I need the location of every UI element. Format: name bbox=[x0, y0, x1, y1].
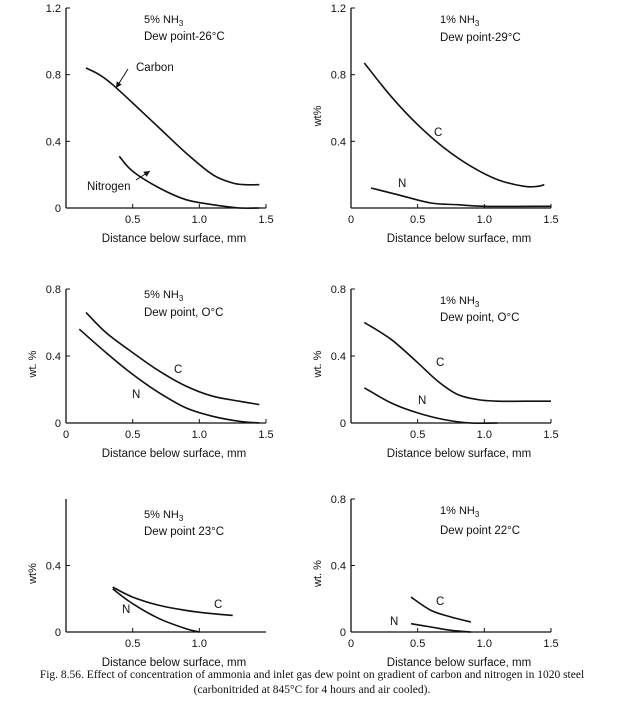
series-line-c bbox=[363, 321, 551, 403]
series-line-c bbox=[363, 62, 545, 188]
series-label: C bbox=[436, 596, 444, 608]
y-axis-label: wt. % bbox=[312, 350, 324, 378]
y-tick-label: 0.4 bbox=[46, 351, 61, 363]
series-line-n bbox=[112, 588, 200, 633]
y-tick-label: 0 bbox=[340, 418, 346, 430]
series-label: C bbox=[214, 599, 222, 611]
series-line-n bbox=[78, 328, 260, 424]
chart-subtitle: Dew point-26°C bbox=[144, 31, 225, 43]
chart-title: 1% NH3 bbox=[440, 14, 480, 28]
x-tick-label: 1.0 bbox=[192, 214, 207, 226]
x-tick-label: 1.0 bbox=[477, 214, 492, 226]
y-tick-label: 1.2 bbox=[46, 3, 61, 15]
chart-title: 1% NH3 bbox=[440, 295, 480, 309]
series-label: N bbox=[122, 604, 130, 616]
series-line-nitrogen bbox=[118, 155, 260, 210]
y-axis-label: wt% bbox=[27, 563, 39, 585]
chart-subtitle: Dew point-29°C bbox=[440, 32, 521, 44]
x-tick-label: 0 bbox=[63, 429, 69, 441]
x-tick-label: 1.0 bbox=[192, 429, 207, 441]
series-label: N bbox=[132, 389, 140, 401]
x-tick-label: 1.5 bbox=[543, 429, 558, 441]
panel-1: 0.5 1.0 1.5 0 0.4 0.8 1.2 Distance below surfac… bbox=[46, 3, 274, 245]
y-tick-label: 0.8 bbox=[46, 284, 61, 296]
x-tick-label: 0.5 bbox=[125, 429, 140, 441]
series-line-c bbox=[410, 596, 472, 623]
series-line-n bbox=[370, 187, 552, 208]
chart-subtitle: Dew point, O°C bbox=[144, 307, 223, 319]
caption-line-2: (carbonitrided at 845°C for 4 hours and … bbox=[193, 684, 431, 696]
x-tick-label: 1.0 bbox=[477, 429, 492, 441]
x-tick-label: 1.0 bbox=[192, 638, 207, 650]
series-line-c bbox=[85, 311, 260, 406]
y-tick-label: 0.8 bbox=[46, 70, 61, 82]
series-label: Nitrogen bbox=[87, 181, 130, 193]
panel-4: 0.5 1.0 1.5 0 0.4 0.8 Distance below surface, … bbox=[312, 284, 559, 460]
chart-title: 5% NH3 bbox=[144, 289, 184, 303]
panel-3: 0 0.5 1.0 1.5 0 0.4 0.8 Distance below surface,… bbox=[27, 284, 274, 460]
x-tick-label: 1.5 bbox=[543, 214, 558, 226]
x-tick-label: 0.5 bbox=[125, 638, 140, 650]
panel-5: 0.5 1.0 0 0.4 Distance below surface, mm wt% 5… bbox=[27, 499, 266, 669]
y-tick-label: 0.4 bbox=[46, 561, 61, 573]
chart-title: 5% NH3 bbox=[144, 509, 184, 523]
x-tick-label: 1.5 bbox=[258, 429, 273, 441]
y-tick-label: 0.4 bbox=[331, 136, 346, 148]
chart-subtitle: Dew point 23°C bbox=[144, 526, 224, 538]
chart-title: 5% NH3 bbox=[144, 14, 184, 28]
panel-2: 0 0.5 1.0 1.5 0.4 0.8 1.2 Distance below surfac… bbox=[312, 3, 559, 245]
series-line-n bbox=[363, 387, 498, 425]
x-axis-label: Distance below surface, mm bbox=[102, 657, 246, 669]
series-line-carbon bbox=[85, 67, 260, 186]
series-label: N bbox=[390, 616, 398, 628]
y-tick-label: 0 bbox=[340, 627, 346, 639]
y-axis-label: wt. % bbox=[27, 350, 39, 378]
y-tick-label: 0.4 bbox=[331, 561, 346, 573]
x-tick-label: 0.5 bbox=[410, 429, 425, 441]
y-tick-label: 0.8 bbox=[331, 70, 346, 82]
series-label: N bbox=[418, 395, 426, 407]
y-tick-label: 0 bbox=[55, 203, 61, 215]
x-axis-label: Distance below surface, mm bbox=[387, 448, 531, 460]
caption-line-1: Fig. 8.56. Effect of concentration of am… bbox=[39, 669, 585, 681]
x-tick-label: 1.0 bbox=[477, 638, 492, 650]
panel-6: 0 0.5 1.0 1.5 0 0.4 0.8 Distance below surface,… bbox=[312, 494, 559, 669]
chart-subtitle: Dew point 22°C bbox=[440, 525, 520, 537]
annotation-arrowhead bbox=[116, 81, 122, 88]
chart-title: 1% NH3 bbox=[440, 505, 480, 519]
y-tick-label: 0 bbox=[55, 418, 61, 430]
x-axis-label: Distance below surface, mm bbox=[387, 657, 531, 669]
series-label: Carbon bbox=[136, 62, 174, 74]
y-tick-label: 0 bbox=[55, 627, 61, 639]
series-line-n bbox=[410, 622, 472, 633]
x-tick-label: 0 bbox=[348, 638, 354, 650]
x-tick-label: 1.5 bbox=[258, 214, 273, 226]
y-tick-label: 0.8 bbox=[331, 284, 346, 296]
figure-caption: Fig. 8.56. Effect of concentration of am… bbox=[0, 668, 624, 698]
x-tick-label: 1.5 bbox=[543, 638, 558, 650]
x-axis-label: Distance below surface, mm bbox=[102, 448, 246, 460]
x-tick-label: 0.5 bbox=[410, 214, 425, 226]
y-tick-label: 0.4 bbox=[331, 351, 346, 363]
series-label: C bbox=[434, 127, 442, 139]
series-label: C bbox=[174, 364, 182, 376]
x-tick-label: 0.5 bbox=[125, 214, 140, 226]
y-tick-label: 0.4 bbox=[46, 136, 61, 148]
x-tick-label: 0 bbox=[348, 214, 354, 226]
chart-subtitle: Dew point, O°C bbox=[440, 312, 519, 324]
x-axis-label: Distance below surface, mm bbox=[102, 233, 246, 245]
series-label: N bbox=[398, 178, 406, 190]
y-axis-label: wt% bbox=[312, 105, 324, 127]
y-axis-label: wt. % bbox=[312, 560, 324, 588]
x-axis-label: Distance below surface, mm bbox=[387, 233, 531, 245]
annotation-arrowhead bbox=[143, 171, 150, 177]
y-tick-label: 0.8 bbox=[331, 494, 346, 506]
x-tick-label: 0.5 bbox=[410, 638, 425, 650]
y-tick-label: 1.2 bbox=[331, 3, 346, 15]
series-line-c bbox=[112, 586, 233, 617]
series-label: C bbox=[436, 357, 444, 369]
